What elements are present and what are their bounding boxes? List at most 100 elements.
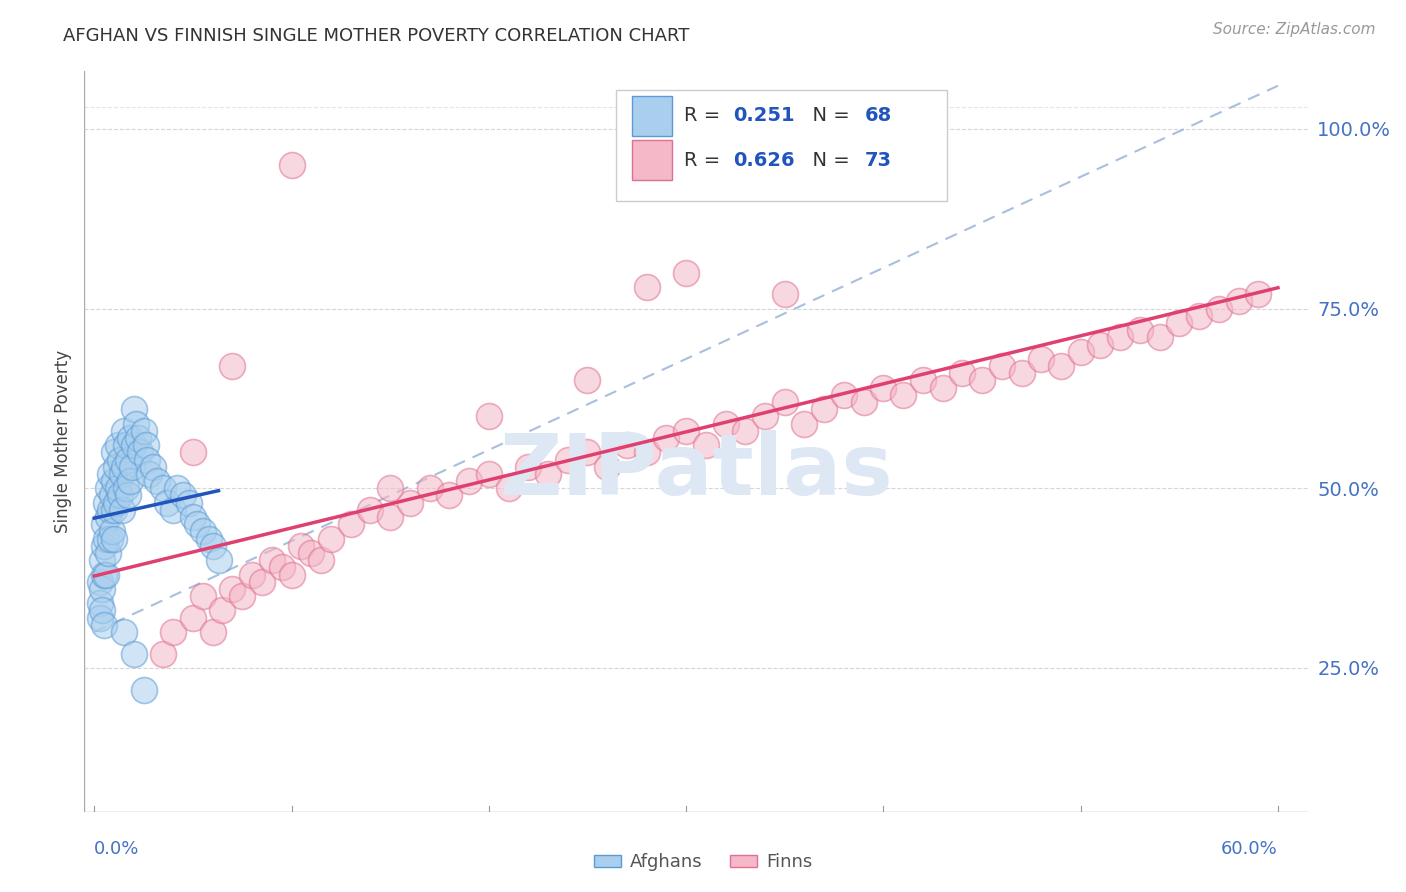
Point — [162, 625, 184, 640]
Text: 73: 73 — [865, 151, 891, 169]
Point — [695, 438, 717, 452]
Point — [734, 424, 756, 438]
Point — [517, 459, 540, 474]
Point — [93, 517, 115, 532]
Point — [931, 381, 953, 395]
Point — [104, 459, 127, 474]
Point — [201, 625, 224, 640]
Point — [380, 481, 402, 495]
Point — [359, 503, 381, 517]
Point — [299, 546, 322, 560]
Point — [419, 481, 441, 495]
Point — [89, 574, 111, 589]
Point — [991, 359, 1014, 373]
Point — [1168, 316, 1191, 330]
Point — [478, 467, 501, 481]
Point — [872, 381, 894, 395]
Point — [97, 510, 120, 524]
Point — [132, 682, 155, 697]
Point — [89, 610, 111, 624]
Point — [1227, 294, 1250, 309]
Point — [93, 617, 115, 632]
Text: N =: N = — [800, 151, 856, 169]
Point — [111, 503, 134, 517]
Point — [138, 467, 160, 481]
Text: 0.251: 0.251 — [733, 106, 794, 125]
Point — [111, 467, 134, 481]
Point — [290, 539, 312, 553]
Text: 60.0%: 60.0% — [1222, 840, 1278, 858]
Point — [191, 524, 214, 539]
FancyBboxPatch shape — [633, 95, 672, 136]
Point — [114, 438, 136, 452]
Point — [1031, 351, 1053, 366]
Point — [108, 488, 131, 502]
Point — [107, 481, 129, 495]
Point — [221, 582, 243, 596]
Point — [197, 532, 219, 546]
Point — [380, 510, 402, 524]
Text: AFGHAN VS FINNISH SINGLE MOTHER POVERTY CORRELATION CHART: AFGHAN VS FINNISH SINGLE MOTHER POVERTY … — [63, 27, 690, 45]
Point — [93, 567, 115, 582]
Point — [1109, 330, 1132, 344]
Point — [911, 374, 934, 388]
Point — [399, 495, 422, 509]
Point — [270, 560, 292, 574]
Point — [146, 474, 169, 488]
Text: Single Mother Poverty: Single Mother Poverty — [53, 350, 72, 533]
Point — [103, 503, 125, 517]
Point — [152, 481, 174, 495]
Point — [1188, 309, 1211, 323]
Point — [280, 158, 302, 172]
Point — [675, 424, 697, 438]
Point — [136, 452, 159, 467]
Point — [127, 431, 149, 445]
Point — [89, 596, 111, 610]
Point — [117, 452, 139, 467]
Point — [1129, 323, 1152, 337]
Legend: Afghans, Finns: Afghans, Finns — [586, 847, 820, 879]
Point — [103, 445, 125, 459]
Point — [458, 474, 481, 488]
Point — [1149, 330, 1171, 344]
Point — [97, 546, 120, 560]
Point — [103, 474, 125, 488]
Point — [891, 388, 914, 402]
Point — [94, 532, 117, 546]
Text: 0.0%: 0.0% — [94, 840, 139, 858]
Text: R =: R = — [683, 151, 727, 169]
Point — [280, 567, 302, 582]
Point — [135, 438, 157, 452]
Point — [122, 438, 145, 452]
Point — [773, 395, 796, 409]
Point — [675, 266, 697, 280]
Point — [181, 510, 204, 524]
Point — [537, 467, 560, 481]
Point — [104, 495, 127, 509]
Point — [98, 503, 121, 517]
Point — [813, 402, 835, 417]
Point — [103, 532, 125, 546]
Point — [128, 445, 150, 459]
Point — [576, 374, 599, 388]
Point — [124, 417, 146, 431]
Point — [1208, 301, 1230, 316]
Point — [91, 553, 114, 567]
Point — [616, 438, 638, 452]
Point — [596, 459, 619, 474]
Point — [97, 481, 120, 495]
Point — [94, 495, 117, 509]
Point — [1050, 359, 1073, 373]
Point — [852, 395, 875, 409]
Point — [101, 524, 124, 539]
Point — [118, 474, 141, 488]
Point — [118, 431, 141, 445]
Point — [172, 488, 194, 502]
Point — [754, 409, 776, 424]
Point — [122, 402, 145, 417]
Point — [112, 424, 135, 438]
Point — [714, 417, 737, 431]
Point — [636, 445, 658, 459]
FancyBboxPatch shape — [633, 140, 672, 180]
Point — [655, 431, 678, 445]
